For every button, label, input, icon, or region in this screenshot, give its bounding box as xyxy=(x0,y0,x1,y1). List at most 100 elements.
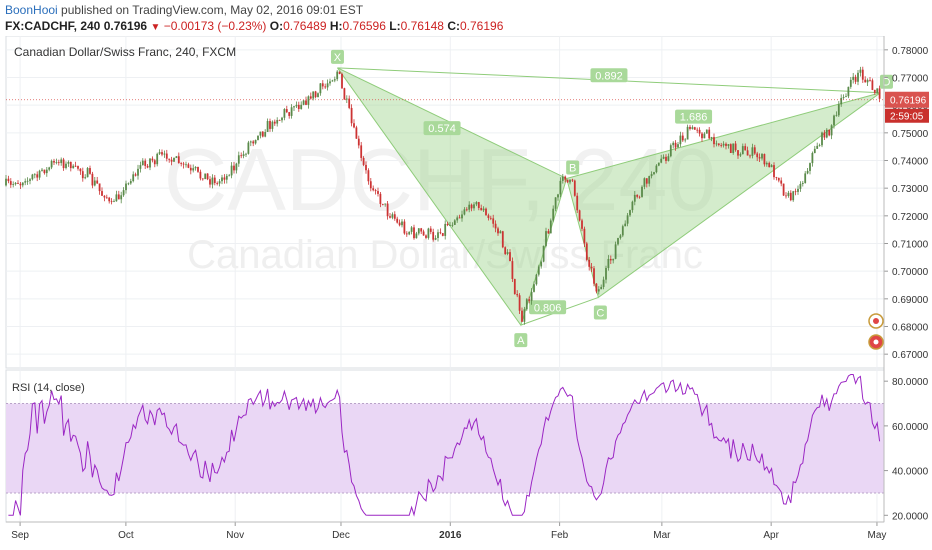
candle-body xyxy=(98,183,101,192)
candle-body xyxy=(201,178,204,180)
pattern-point-a: A xyxy=(517,335,525,347)
candle-body xyxy=(799,183,802,189)
candle-body xyxy=(542,245,545,262)
candle-body xyxy=(518,295,521,311)
candle-body xyxy=(837,104,840,116)
candle-body xyxy=(403,221,406,234)
candle-body xyxy=(89,168,91,174)
candle-body xyxy=(211,177,214,185)
candle-body xyxy=(38,170,41,178)
candle-body xyxy=(437,232,439,238)
candle-body xyxy=(235,163,238,171)
candle-body xyxy=(84,177,87,179)
candle-body xyxy=(559,180,562,195)
alert-icon[interactable] xyxy=(868,334,884,350)
candle-body xyxy=(252,141,255,144)
candle-body xyxy=(465,209,468,211)
candle-body xyxy=(410,227,413,232)
candle-body xyxy=(93,180,96,186)
candle-body xyxy=(369,181,372,189)
candle-body xyxy=(869,79,871,81)
candle-body xyxy=(326,83,329,88)
candle-body xyxy=(233,165,235,171)
candle-body xyxy=(12,184,15,185)
candle-body xyxy=(545,231,547,246)
x-tick-label: Apr xyxy=(763,530,779,541)
open-label: O: xyxy=(269,19,284,33)
candle-body xyxy=(785,195,787,197)
candle-body xyxy=(566,179,569,183)
candle-body xyxy=(667,156,670,161)
candle-body xyxy=(612,258,615,261)
candle-body xyxy=(674,142,677,148)
candle-body xyxy=(21,182,24,186)
candle-body xyxy=(425,235,427,238)
candle-body xyxy=(192,168,195,171)
candle-body xyxy=(840,97,843,105)
candle-body xyxy=(641,186,643,197)
candle-body xyxy=(631,201,634,211)
candle-body xyxy=(792,191,795,201)
flag-icon[interactable] xyxy=(868,313,884,329)
candle-body xyxy=(540,261,543,267)
rsi-y-tick-label: 80.0000 xyxy=(892,377,929,388)
candle-body xyxy=(96,180,99,184)
candle-body xyxy=(729,144,732,153)
candle-body xyxy=(849,79,852,87)
candle-body xyxy=(225,175,228,180)
chart-canvas[interactable]: CADCHF, 240 Canadian Dollar/Swiss Franc … xyxy=(0,36,932,550)
candle-body xyxy=(477,202,480,208)
candle-body xyxy=(389,216,391,218)
price-change: −0.00173 (−0.23%) xyxy=(163,19,267,33)
candle-body xyxy=(278,120,281,121)
candle-body xyxy=(595,283,598,292)
symbol-label: FX:CADCHF, 240 xyxy=(5,19,101,33)
candle-body xyxy=(741,146,744,155)
pattern-ratio-label-bg xyxy=(529,300,567,315)
candle-body xyxy=(852,76,855,80)
candle-body xyxy=(866,79,869,83)
candle-body xyxy=(300,104,303,109)
candle-body xyxy=(665,156,667,161)
candle-body xyxy=(753,147,756,154)
x-tick-label: Mar xyxy=(653,530,671,541)
candle-body xyxy=(393,214,396,219)
candle-body xyxy=(297,104,300,109)
candle-body xyxy=(823,132,826,138)
candle-body xyxy=(777,177,780,181)
last-price-label: 0.76196 xyxy=(890,96,927,107)
candle-body xyxy=(463,209,466,215)
candle-body xyxy=(31,174,34,180)
candle-body xyxy=(249,141,252,143)
candle-body xyxy=(69,161,72,169)
rsi-panel xyxy=(6,374,884,517)
candle-body xyxy=(209,179,211,185)
pattern-point-x: X xyxy=(334,52,342,64)
candle-body xyxy=(55,162,58,164)
candle-body xyxy=(417,228,420,234)
candle-body xyxy=(24,181,27,183)
candle-body xyxy=(67,161,70,164)
high-value: 0.76596 xyxy=(342,19,386,33)
candle-body xyxy=(689,126,691,129)
candle-body xyxy=(245,153,247,155)
candle-body xyxy=(384,203,387,205)
candle-body xyxy=(165,153,168,159)
candle-body xyxy=(247,142,250,154)
y-tick-label: 0.69000 xyxy=(892,295,929,306)
candle-body xyxy=(485,208,487,216)
candle-body xyxy=(859,69,862,73)
candle-body xyxy=(773,165,775,178)
candle-body xyxy=(847,86,850,97)
candle-body xyxy=(271,121,274,129)
author-link[interactable]: BoonHooi xyxy=(5,3,58,17)
candle-body xyxy=(655,165,658,173)
candle-body xyxy=(619,235,622,239)
candle-body xyxy=(338,71,341,74)
published-text: published on TradingView.com, May 02, 20… xyxy=(57,3,364,17)
candle-body xyxy=(350,107,353,124)
candle-body xyxy=(7,178,10,182)
candle-body xyxy=(456,217,459,221)
pattern-bcd-triangle xyxy=(566,92,881,299)
candle-body xyxy=(720,145,723,146)
